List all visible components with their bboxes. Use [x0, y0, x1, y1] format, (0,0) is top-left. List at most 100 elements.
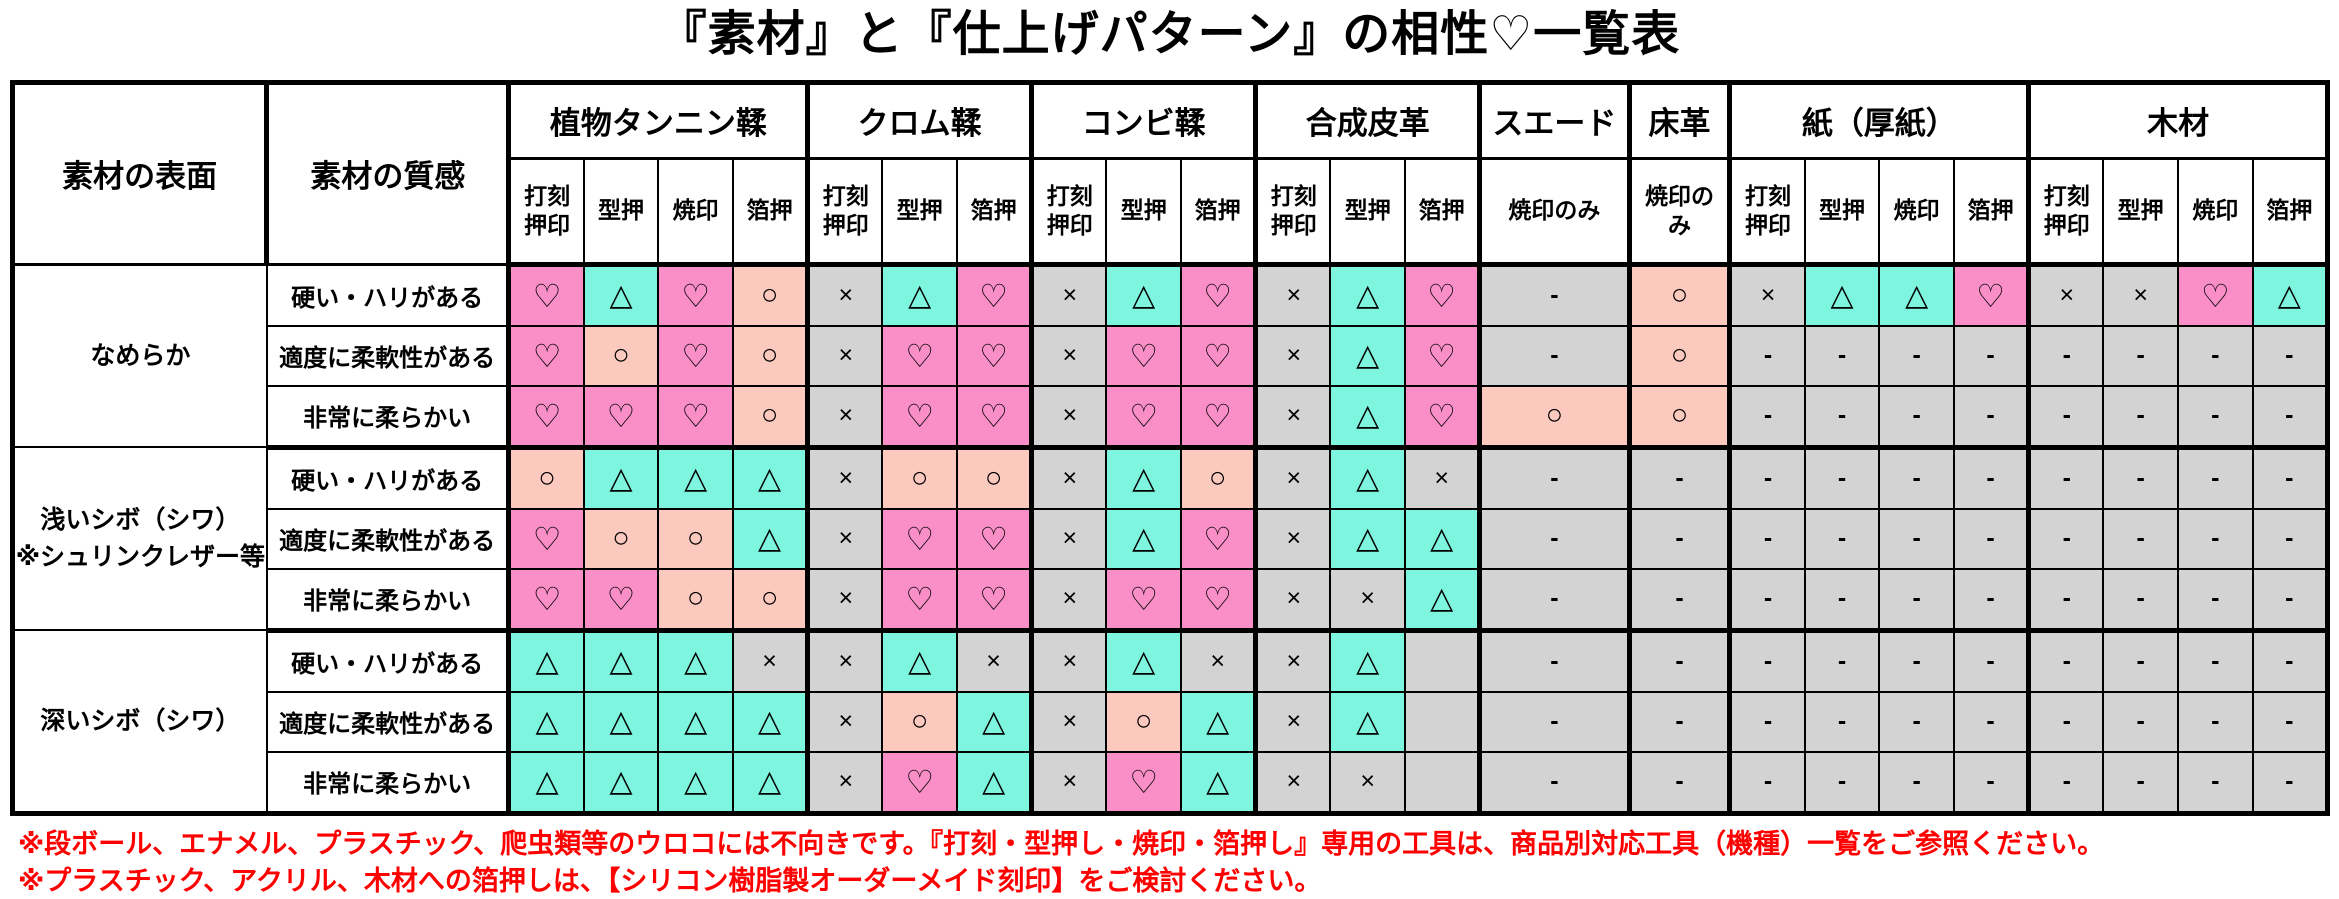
- compat-cell-triangle: △: [732, 690, 809, 753]
- compat-cell-dash: -: [1952, 507, 2030, 570]
- footnote-1: ※段ボール、エナメル、プラスチック、爬虫類等のウロコには不向きです。『打刻・型押…: [18, 828, 2105, 859]
- compat-cell-cross: ×: [1404, 446, 1481, 510]
- compat-cell-dash: -: [1803, 567, 1881, 633]
- texture-cell: 適度に柔軟性がある: [265, 507, 510, 570]
- texture-cell: 硬い・ハリがある: [265, 629, 510, 693]
- compat-cell-heart: ♡: [1404, 324, 1481, 387]
- column-subheader: 箔押: [1952, 156, 2030, 267]
- compat-cell-dash: -: [1477, 629, 1631, 693]
- column-subheader: 型押: [1105, 156, 1183, 267]
- compat-cell-cross: ×: [805, 750, 884, 816]
- compat-cell-circle: ○: [732, 384, 809, 450]
- compat-cell-triangle: △: [1404, 567, 1481, 633]
- compat-cell-dash: -: [1727, 507, 1806, 570]
- compat-cell-cross: ×: [956, 629, 1033, 693]
- compat-cell-dash: -: [2026, 567, 2105, 633]
- compat-cell-circle: ○: [881, 690, 959, 753]
- compat-cell-dash: -: [2177, 567, 2254, 633]
- compat-cell-circle: ○: [657, 567, 734, 633]
- column-subheader: 打刻押印: [2026, 156, 2105, 267]
- compat-cell-dash: -: [1878, 690, 1955, 753]
- compat-cell-triangle: △: [1105, 446, 1183, 510]
- compat-cell-heart: ♡: [956, 567, 1033, 633]
- compat-cell-dash: -: [2177, 384, 2254, 450]
- compat-cell-dash: -: [2102, 384, 2179, 450]
- compat-cell-triangle: △: [657, 446, 734, 510]
- compat-cell-triangle: △: [732, 507, 809, 570]
- compat-cell-dash: -: [1477, 263, 1631, 327]
- footnotes: ※段ボール、エナメル、プラスチック、爬虫類等のウロコには不向きです。『打刻・型押…: [18, 826, 2339, 899]
- compat-cell-triangle: △: [582, 750, 660, 816]
- compat-cell-cross: ×: [2026, 263, 2105, 327]
- compat-cell-dash: -: [2102, 567, 2179, 633]
- column-group-header: クロム鞣: [805, 81, 1033, 160]
- compat-cell-dash: -: [2102, 507, 2179, 570]
- compat-cell-dash: -: [2177, 324, 2254, 387]
- texture-cell: 非常に柔らかい: [265, 750, 510, 816]
- compat-cell-heart: ♡: [506, 263, 585, 327]
- compat-cell-circle: ○: [582, 507, 660, 570]
- compat-cell-cross: ×: [1029, 690, 1108, 753]
- compat-cell-dash: -: [2177, 750, 2254, 816]
- compat-cell-heart: ♡: [881, 324, 959, 387]
- column-subheader: 型押: [582, 156, 660, 267]
- compat-cell-triangle: △: [881, 629, 959, 693]
- compat-cell-dash: -: [1952, 690, 2030, 753]
- texture-cell: 非常に柔らかい: [265, 567, 510, 633]
- compat-cell-circle: ○: [1626, 324, 1731, 387]
- compat-cell-dash: -: [1803, 384, 1881, 450]
- column-subheader: 焼印のみ: [1477, 156, 1631, 267]
- compat-cell-cross: ×: [1029, 384, 1108, 450]
- column-subheader: 焼印: [657, 156, 734, 267]
- compat-cell-cross: ×: [805, 324, 884, 387]
- compat-cell-triangle: △: [1878, 263, 1955, 327]
- compat-cell-cross: ×: [1029, 629, 1108, 693]
- compat-cell-dash: -: [2026, 384, 2105, 450]
- compat-cell-cross: ×: [1029, 446, 1108, 510]
- compat-cell-triangle: △: [732, 750, 809, 816]
- compat-cell-dash: -: [2026, 750, 2105, 816]
- compat-cell-cross: ×: [1253, 384, 1332, 450]
- compat-cell-heart: ♡: [881, 507, 959, 570]
- compat-cell-heart: ♡: [657, 384, 734, 450]
- compat-cell-heart: ♡: [1105, 567, 1183, 633]
- compat-cell-triangle: △: [582, 690, 660, 753]
- column-subheader: 焼印のみ: [1626, 156, 1731, 267]
- compat-cell-cross: ×: [1329, 567, 1407, 633]
- compat-cell-triangle: △: [956, 750, 1033, 816]
- column-group-header: 木材: [2026, 81, 2329, 160]
- column-subheader: 焼印: [2177, 156, 2254, 267]
- compat-cell-heart: ♡: [1105, 324, 1183, 387]
- surface-group-cell: 浅いシボ（シワ） ※シュリンクレザー等: [11, 446, 268, 632]
- compat-cell-dash: -: [1952, 384, 2030, 450]
- compat-cell-dash: -: [1803, 324, 1881, 387]
- compat-cell-cross: ×: [1253, 446, 1332, 510]
- compat-cell-dash: -: [1878, 750, 1955, 816]
- compat-cell-cross: ×: [1029, 324, 1108, 387]
- compat-cell-heart: ♡: [506, 507, 585, 570]
- compat-cell-heart: ♡: [1404, 263, 1481, 327]
- compat-cell-cross: ×: [1253, 629, 1332, 693]
- compat-cell-heart: ♡: [956, 263, 1033, 327]
- compat-cell-heart: ♡: [506, 384, 585, 450]
- compat-cell-dash: -: [2102, 750, 2179, 816]
- compat-cell-heart: ♡: [1952, 263, 2030, 327]
- compat-cell-heart: ♡: [956, 507, 1033, 570]
- compat-cell-dash: -: [1803, 690, 1881, 753]
- compat-cell-heart: ♡: [1180, 567, 1257, 633]
- compat-cell-dash: -: [1878, 384, 1955, 450]
- compat-cell-circle: ○: [956, 446, 1033, 510]
- column-subheader: 打刻押印: [506, 156, 585, 267]
- compat-cell-cross: ×: [805, 567, 884, 633]
- header-material-texture: 素材の質感: [264, 81, 510, 266]
- compat-cell-triangle: △: [1105, 629, 1183, 693]
- table-header: 素材の表面 素材の質感 植物タンニン鞣 クロム鞣 コンビ鞣 合成皮革 スエード 床革 紙（厚紙）…: [11, 81, 2329, 267]
- compat-cell-dash: -: [1878, 629, 1955, 693]
- compat-cell-triangle: △: [1803, 263, 1881, 327]
- compat-cell-dash: -: [1727, 567, 1806, 633]
- compat-cell-dash: -: [2251, 690, 2329, 753]
- column-group-header: 合成皮革: [1253, 81, 1481, 160]
- column-subheader: 打刻押印: [805, 156, 884, 267]
- column-group-header: 紙（厚紙）: [1727, 81, 2030, 160]
- surface-group-cell: なめらか: [11, 263, 268, 449]
